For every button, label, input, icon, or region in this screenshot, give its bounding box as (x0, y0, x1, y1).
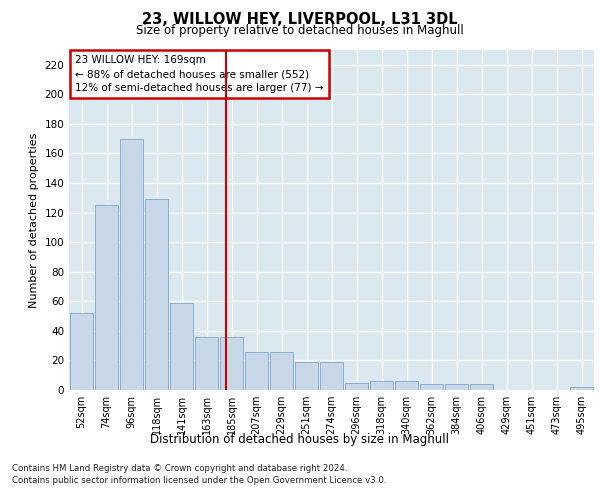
Text: 23 WILLOW HEY: 169sqm
← 88% of detached houses are smaller (552)
12% of semi-det: 23 WILLOW HEY: 169sqm ← 88% of detached … (76, 55, 324, 93)
Bar (95, 205, 118, 390)
Bar (220, 337, 243, 390)
Bar (420, 384, 443, 390)
Bar (370, 381, 393, 390)
Bar (145, 200, 168, 390)
Text: Contains public sector information licensed under the Open Government Licence v3: Contains public sector information licen… (12, 476, 386, 485)
Bar (320, 362, 343, 390)
Bar (295, 362, 318, 390)
Text: Distribution of detached houses by size in Maghull: Distribution of detached houses by size … (151, 432, 449, 446)
Bar (70, 313, 93, 390)
Bar (570, 387, 593, 390)
Bar (195, 337, 218, 390)
Text: 23, WILLOW HEY, LIVERPOOL, L31 3DL: 23, WILLOW HEY, LIVERPOOL, L31 3DL (142, 12, 458, 28)
Bar (245, 352, 268, 390)
Bar (445, 384, 468, 390)
Bar (170, 303, 193, 390)
Text: Contains HM Land Registry data © Crown copyright and database right 2024.: Contains HM Land Registry data © Crown c… (12, 464, 347, 473)
Bar (345, 382, 368, 390)
Bar (270, 352, 293, 390)
Y-axis label: Number of detached properties: Number of detached properties (29, 132, 39, 308)
Text: Size of property relative to detached houses in Maghull: Size of property relative to detached ho… (136, 24, 464, 37)
Bar (120, 138, 143, 390)
Bar (395, 381, 418, 390)
Bar (470, 384, 493, 390)
